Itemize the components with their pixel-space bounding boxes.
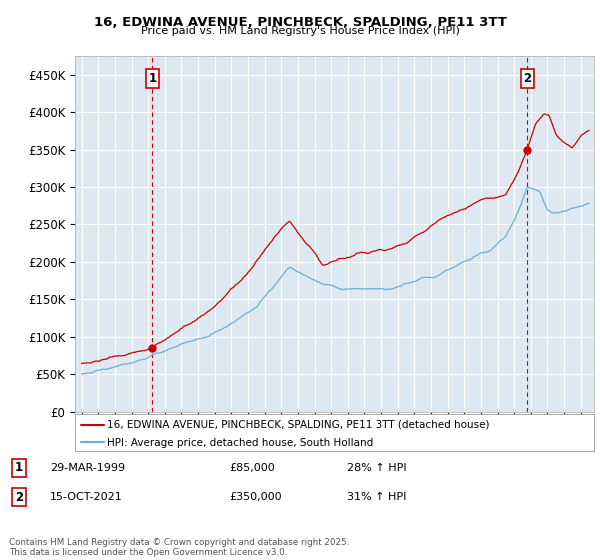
Text: 2: 2 [523,72,532,85]
Text: HPI: Average price, detached house, South Holland: HPI: Average price, detached house, Sout… [107,438,373,448]
Text: 29-MAR-1999: 29-MAR-1999 [50,463,125,473]
Text: 1: 1 [15,461,23,474]
Text: 28% ↑ HPI: 28% ↑ HPI [347,463,407,473]
Text: 16, EDWINA AVENUE, PINCHBECK, SPALDING, PE11 3TT: 16, EDWINA AVENUE, PINCHBECK, SPALDING, … [94,16,506,29]
Text: Contains HM Land Registry data © Crown copyright and database right 2025.
This d: Contains HM Land Registry data © Crown c… [9,538,349,557]
Text: Price paid vs. HM Land Registry's House Price Index (HPI): Price paid vs. HM Land Registry's House … [140,26,460,36]
Text: £350,000: £350,000 [229,492,282,502]
Text: 15-OCT-2021: 15-OCT-2021 [50,492,123,502]
Text: 1: 1 [148,72,157,85]
Text: 16, EDWINA AVENUE, PINCHBECK, SPALDING, PE11 3TT (detached house): 16, EDWINA AVENUE, PINCHBECK, SPALDING, … [107,420,490,430]
Text: £85,000: £85,000 [229,463,275,473]
Text: 31% ↑ HPI: 31% ↑ HPI [347,492,406,502]
Text: 2: 2 [15,491,23,503]
